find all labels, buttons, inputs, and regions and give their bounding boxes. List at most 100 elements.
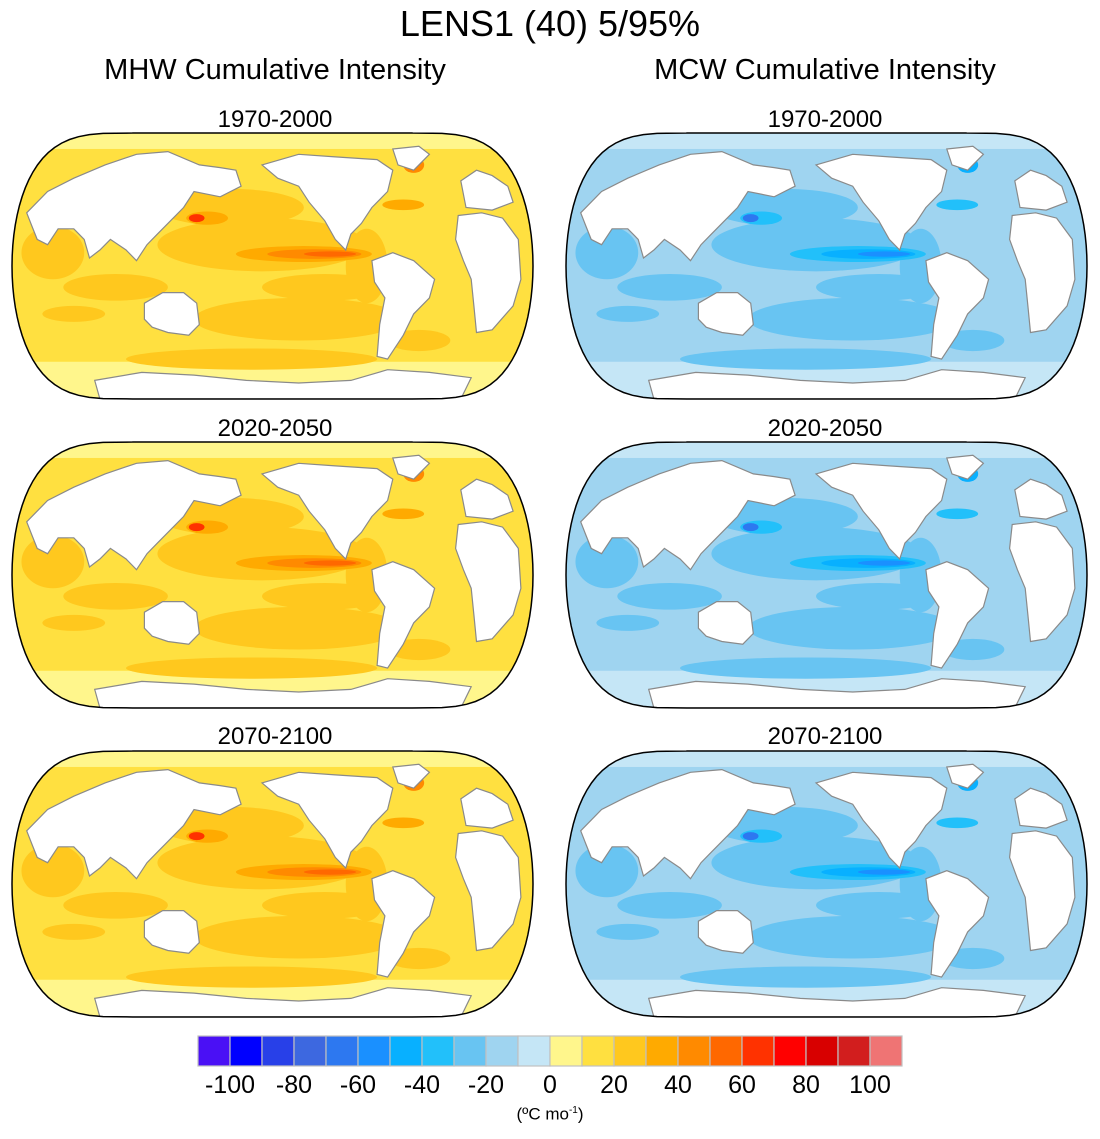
intensity-region bbox=[816, 891, 942, 919]
kuroshio-peak bbox=[742, 832, 759, 841]
colorbar-box bbox=[805, 1035, 839, 1067]
landmass-samerica bbox=[925, 870, 990, 978]
landmass-australia bbox=[697, 292, 754, 336]
landmass-antarctica bbox=[93, 678, 473, 708]
intensity-region bbox=[748, 915, 958, 959]
landmass-samerica bbox=[371, 252, 436, 360]
colorbar-tick-label: 100 bbox=[849, 1071, 891, 1099]
landmass-eurasia bbox=[25, 150, 242, 262]
landmass-europe bbox=[1014, 169, 1068, 211]
intensity-region bbox=[63, 891, 168, 919]
landmass-australia bbox=[143, 601, 200, 645]
column-title-mcw: MCW Cumulative Intensity bbox=[654, 54, 996, 86]
landmass-namerica bbox=[814, 153, 948, 252]
colorbar-tick-label: -60 bbox=[339, 1071, 377, 1099]
figure-title: LENS1 (40) 5/95% bbox=[399, 3, 701, 44]
landmass-namerica bbox=[260, 771, 394, 870]
map-border bbox=[565, 132, 1088, 400]
panel-title-warm-1970-2000: 1970-2000 bbox=[217, 106, 333, 133]
panel-title-warm-2070-2100: 2070-2100 bbox=[217, 723, 333, 750]
landmass-eurasia bbox=[579, 768, 796, 880]
map-border bbox=[11, 750, 534, 1018]
landmass-namerica bbox=[814, 771, 948, 870]
map-panel-mhw-1970-2000 bbox=[11, 132, 534, 400]
intensity-region bbox=[596, 923, 660, 940]
landmass-antarctica bbox=[647, 678, 1027, 708]
arctic-band bbox=[566, 133, 1087, 149]
landmass-samerica bbox=[925, 252, 990, 360]
intensity-region bbox=[262, 891, 388, 919]
landmass-europe bbox=[460, 787, 514, 829]
colorbar-box bbox=[773, 1035, 807, 1067]
colorbar-tick-label: 40 bbox=[664, 1071, 692, 1099]
intensity-region bbox=[42, 614, 106, 631]
equatorial-peak bbox=[303, 251, 357, 257]
landmass-europe bbox=[1014, 787, 1068, 829]
intensity-region bbox=[617, 582, 722, 610]
gulf-stream-region bbox=[936, 199, 979, 211]
landmass-australia bbox=[697, 601, 754, 645]
equatorial-peak bbox=[857, 869, 911, 875]
landmass-antarctica bbox=[647, 987, 1027, 1017]
colorbar-box bbox=[549, 1035, 583, 1067]
kuroshio-peak bbox=[188, 214, 205, 223]
map-panel-mhw-2020-2050 bbox=[11, 441, 534, 709]
map-panel-mcw-1970-2000 bbox=[565, 132, 1088, 400]
arctic-band bbox=[12, 133, 533, 149]
gulf-stream-region bbox=[382, 199, 425, 211]
colorbar-box bbox=[421, 1035, 455, 1067]
colorbar-box bbox=[453, 1035, 487, 1067]
panel-title-cold-2070-2100: 2070-2100 bbox=[767, 723, 883, 750]
colorbar-box bbox=[229, 1035, 263, 1067]
colorbar-box bbox=[645, 1035, 679, 1067]
colorbar-tick-label: -80 bbox=[275, 1071, 313, 1099]
map-panel-mhw-2070-2100 bbox=[11, 750, 534, 1018]
intensity-region bbox=[596, 305, 660, 322]
colorbar-tick-label: 60 bbox=[728, 1071, 756, 1099]
map-border bbox=[565, 441, 1088, 709]
kuroshio-peak bbox=[742, 523, 759, 532]
landmass-antarctica bbox=[93, 987, 473, 1017]
intensity-region bbox=[748, 606, 958, 650]
landmass-greenland bbox=[945, 145, 985, 171]
landmass-greenland bbox=[945, 454, 985, 480]
landmass-greenland bbox=[391, 763, 431, 789]
landmass-eurasia bbox=[25, 768, 242, 880]
map-panel-mcw-2020-2050 bbox=[565, 441, 1088, 709]
intensity-region bbox=[816, 582, 942, 610]
colorbar-box bbox=[581, 1035, 615, 1067]
column-title-mhw: MHW Cumulative Intensity bbox=[104, 54, 446, 86]
intensity-region bbox=[816, 273, 942, 301]
intensity-region bbox=[126, 348, 378, 370]
arctic-band bbox=[12, 442, 533, 458]
equatorial-peak bbox=[857, 560, 911, 566]
intensity-region bbox=[63, 582, 168, 610]
landmass-australia bbox=[697, 910, 754, 954]
colorbar-box bbox=[741, 1035, 775, 1067]
intensity-region bbox=[617, 273, 722, 301]
arctic-band bbox=[566, 442, 1087, 458]
map-border bbox=[565, 750, 1088, 1018]
colorbar-box bbox=[293, 1035, 327, 1067]
kuroshio-peak bbox=[188, 832, 205, 841]
panel-title-cold-2020-2050: 2020-2050 bbox=[767, 415, 883, 442]
landmass-samerica bbox=[371, 561, 436, 669]
colorbar-box bbox=[517, 1035, 551, 1067]
landmass-europe bbox=[460, 169, 514, 211]
colorbar-box bbox=[485, 1035, 519, 1067]
colorbar-tick-label: 80 bbox=[792, 1071, 820, 1099]
colorbar-box bbox=[325, 1035, 359, 1067]
landmass-africa bbox=[1008, 212, 1076, 334]
colorbar-tick-label: -20 bbox=[467, 1071, 505, 1099]
landmass-africa bbox=[1008, 830, 1076, 952]
landmass-africa bbox=[454, 830, 522, 952]
intensity-region bbox=[63, 273, 168, 301]
colorbar-box bbox=[261, 1035, 295, 1067]
colorbar-tick-label: 0 bbox=[543, 1071, 557, 1099]
map-border bbox=[11, 441, 534, 709]
intensity-region bbox=[680, 657, 932, 679]
gulf-stream-region bbox=[382, 508, 425, 520]
gulf-stream-region bbox=[382, 817, 425, 829]
colorbar-box bbox=[389, 1035, 423, 1067]
